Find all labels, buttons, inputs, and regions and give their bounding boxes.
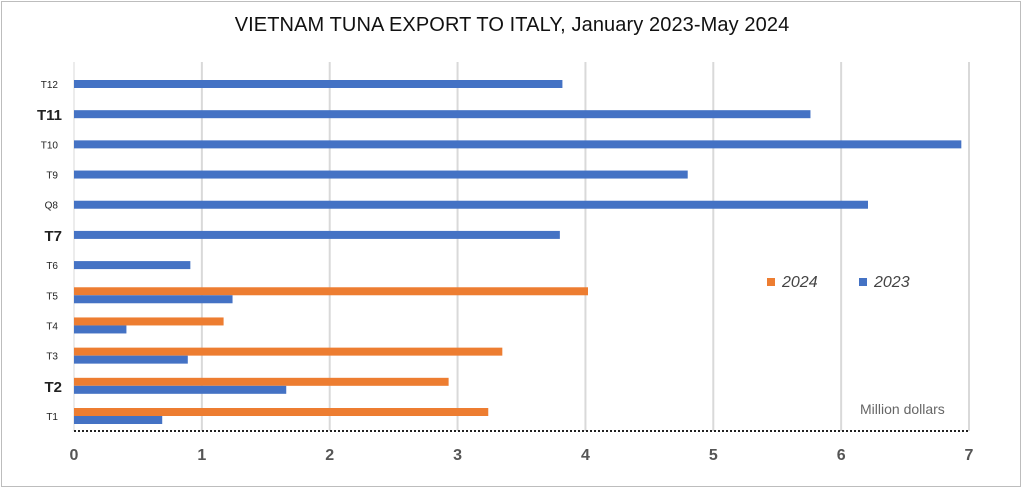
category-label: T6 [46, 261, 58, 272]
x-axis: 0 1 2 3 4 5 6 7 [70, 430, 974, 464]
category-label: T11 [37, 107, 62, 124]
bar-2023 [74, 140, 962, 149]
x-tick-label: 4 [581, 447, 590, 464]
category-label: T7 [44, 228, 62, 245]
legend-label-2024: 2024 [781, 274, 818, 291]
bar-2023 [74, 200, 868, 209]
category-label: T5 [46, 291, 58, 302]
category-label: T10 [41, 140, 59, 151]
bar-2023 [74, 230, 560, 239]
category-label: T1 [46, 412, 58, 423]
category-label: T9 [46, 171, 58, 182]
x-tick-label: 3 [453, 447, 462, 464]
category-label: T4 [46, 321, 58, 332]
gridlines [73, 62, 970, 431]
bar-2023 [74, 110, 811, 119]
bar-2024 [74, 377, 449, 386]
legend: 2024 2023 [767, 274, 910, 291]
x-tick-label: 2 [325, 447, 334, 464]
bar-2023 [74, 355, 188, 364]
legend-swatch-2024 [767, 278, 775, 286]
legend-swatch-2023 [859, 278, 867, 286]
bar-2023 [74, 80, 563, 88]
bars [74, 80, 962, 424]
legend-label-2023: 2023 [873, 274, 910, 291]
bar-2024 [74, 408, 489, 416]
bar-2024 [74, 347, 503, 356]
x-tick-label: 0 [70, 447, 79, 464]
category-label: T12 [41, 80, 59, 91]
category-label: Q8 [45, 201, 59, 212]
unit-label: Million dollars [860, 401, 945, 417]
bar-2023 [74, 295, 233, 304]
bar-2023 [74, 385, 287, 394]
bar-2023 [74, 416, 163, 424]
x-tick-label: 7 [965, 447, 974, 464]
bar-2024 [74, 317, 224, 326]
chart-title: VIETNAM TUNA EXPORT TO ITALY, January 20… [234, 14, 790, 36]
category-labels: T1 T2 T3 T4 T5 T6 T7 Q8 T9 T10 T11 T12 [37, 80, 62, 423]
x-tick-label: 1 [197, 447, 206, 464]
bar-2023 [74, 261, 191, 270]
category-label: T2 [44, 379, 62, 396]
x-tick-label: 6 [837, 447, 846, 464]
bar-2024 [74, 287, 588, 296]
bar-2023 [74, 325, 127, 334]
bar-2023 [74, 170, 688, 179]
category-label: T3 [46, 352, 58, 363]
x-tick-label: 5 [709, 447, 718, 464]
